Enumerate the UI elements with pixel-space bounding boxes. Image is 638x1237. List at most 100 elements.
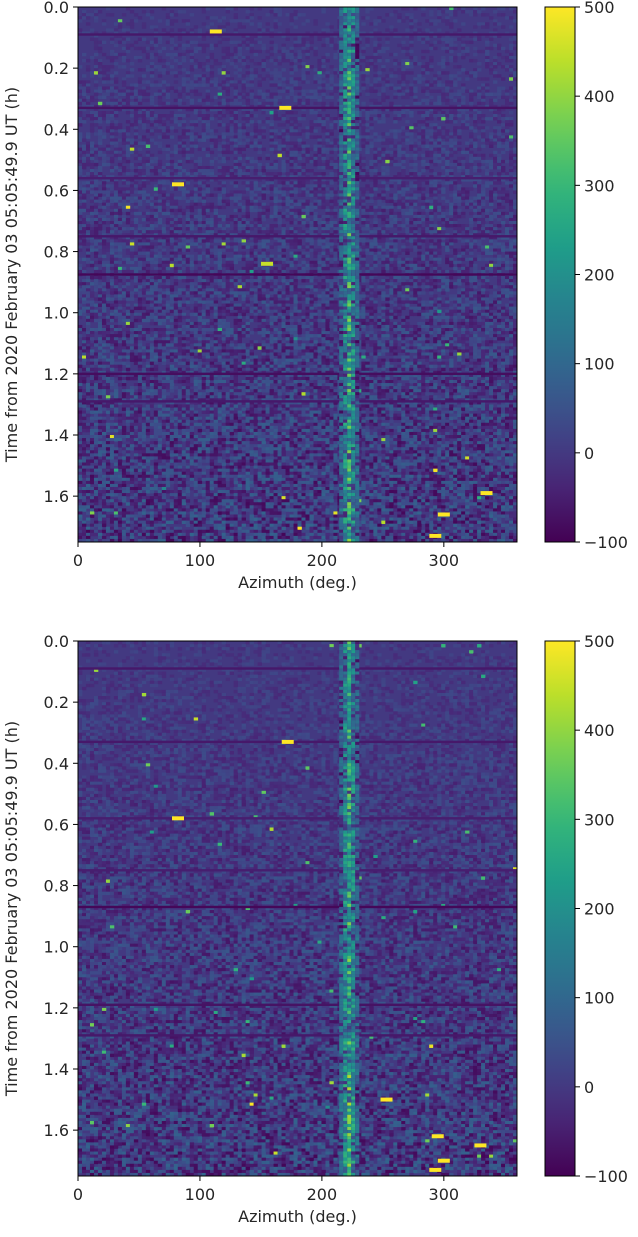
heatmap-cell xyxy=(381,68,386,72)
heatmap-cell xyxy=(441,208,446,213)
heatmap-cell xyxy=(413,175,418,179)
heatmap-cell xyxy=(361,217,366,222)
heatmap-cell xyxy=(173,221,179,225)
heatmap-cell xyxy=(213,16,219,20)
heatmap-cell xyxy=(329,74,334,78)
heatmap-cell xyxy=(133,13,139,17)
heatmap-cell xyxy=(313,153,318,158)
heatmap-cell xyxy=(165,236,171,240)
heatmap-cell xyxy=(201,190,207,194)
heatmap-cell xyxy=(149,251,155,255)
heatmap-cell xyxy=(125,190,131,194)
heatmap-cell xyxy=(109,251,115,255)
heatmap-cell xyxy=(497,43,502,48)
heatmap-cell xyxy=(229,190,234,194)
heatmap-cell xyxy=(193,193,199,197)
heatmap-cell xyxy=(221,86,227,90)
heatmap-cell xyxy=(237,46,242,51)
heatmap-cell xyxy=(293,233,298,237)
heatmap-cell xyxy=(85,190,91,194)
heatmap-cell xyxy=(237,135,242,139)
heatmap-cell xyxy=(473,239,478,243)
heatmap-cell xyxy=(225,71,230,75)
heatmap-cell xyxy=(421,132,426,136)
heatmap-cell xyxy=(281,147,286,152)
heatmap-cell xyxy=(425,221,430,225)
heatmap-cell xyxy=(161,205,167,210)
heatmap-cell xyxy=(325,193,330,197)
heatmap-cell xyxy=(413,221,418,225)
heatmap-cell xyxy=(237,132,242,136)
heatmap-cell xyxy=(109,129,115,133)
heatmap-cell xyxy=(81,224,87,228)
heatmap-cell xyxy=(369,248,374,252)
heatmap-cell xyxy=(465,187,470,191)
heatmap-cell xyxy=(249,16,254,20)
heatmap-cell xyxy=(177,239,183,243)
heatmap-cell xyxy=(393,150,398,155)
heatmap-cell xyxy=(109,117,115,121)
heatmap-cell xyxy=(125,58,131,63)
heatmap-cell xyxy=(81,175,87,179)
heatmap-cell xyxy=(265,107,270,112)
heatmap-cell xyxy=(229,242,234,246)
heatmap-cell xyxy=(253,205,258,210)
heatmap-cell xyxy=(169,135,175,139)
heatmap-cell xyxy=(333,251,338,255)
heatmap-cell xyxy=(437,230,442,234)
heatmap-cell xyxy=(425,181,430,185)
heatmap-cell xyxy=(497,199,502,204)
heatmap-cell xyxy=(233,126,238,130)
heatmap-cell xyxy=(313,227,318,231)
heatmap-cell xyxy=(85,101,91,106)
heatmap-cell xyxy=(141,10,147,14)
heatmap-cell xyxy=(509,68,514,72)
heatmap-cell xyxy=(437,245,442,249)
heatmap-cell xyxy=(257,120,262,124)
heatmap-cell xyxy=(121,98,127,103)
heatmap-cell xyxy=(217,95,223,100)
heatmap-cell xyxy=(325,28,330,32)
heatmap-cell xyxy=(241,55,246,60)
heatmap-cell xyxy=(157,221,163,225)
heatmap-cell xyxy=(445,132,450,136)
heatmap-cell xyxy=(425,144,430,148)
heatmap-cell xyxy=(313,233,318,237)
heatmap-cell xyxy=(389,251,394,255)
heatmap-cell xyxy=(201,110,207,115)
heatmap-cell xyxy=(429,10,434,14)
heatmap-cell xyxy=(217,107,223,112)
heatmap-cell xyxy=(169,126,175,130)
heatmap-cell xyxy=(301,165,306,170)
heatmap-cell xyxy=(97,257,103,262)
heatmap-cell xyxy=(221,181,227,185)
heatmap-cell xyxy=(389,208,394,213)
heatmap-cell xyxy=(253,172,258,176)
heatmap-cell xyxy=(501,165,506,170)
heatmap-cell xyxy=(273,230,278,234)
heatmap-cell xyxy=(173,129,179,133)
heatmap-cell xyxy=(317,233,322,237)
heatmap-cell xyxy=(429,31,434,35)
heatmap-cell xyxy=(465,46,470,51)
heatmap-cell xyxy=(501,7,506,11)
heatmap-cell xyxy=(217,193,223,197)
heatmap-cell xyxy=(209,83,215,87)
heatmap-cell xyxy=(253,129,258,133)
heatmap-cell xyxy=(257,202,262,207)
heatmap-cell xyxy=(93,71,99,75)
heatmap-cell xyxy=(101,31,107,35)
heatmap-cell xyxy=(173,205,179,210)
heatmap-cell xyxy=(293,190,298,194)
heatmap-cell xyxy=(153,80,159,84)
heatmap-cell xyxy=(113,43,119,48)
heatmap-cell xyxy=(273,214,278,219)
heatmap-cell xyxy=(289,199,294,204)
heatmap-cell xyxy=(457,184,462,188)
heatmap-cell xyxy=(277,74,282,78)
heatmap-cell xyxy=(109,211,115,216)
heatmap-cell xyxy=(485,211,490,216)
heatmap-cell xyxy=(377,16,382,20)
heatmap-cell xyxy=(201,117,207,121)
heatmap-cell xyxy=(401,184,406,188)
